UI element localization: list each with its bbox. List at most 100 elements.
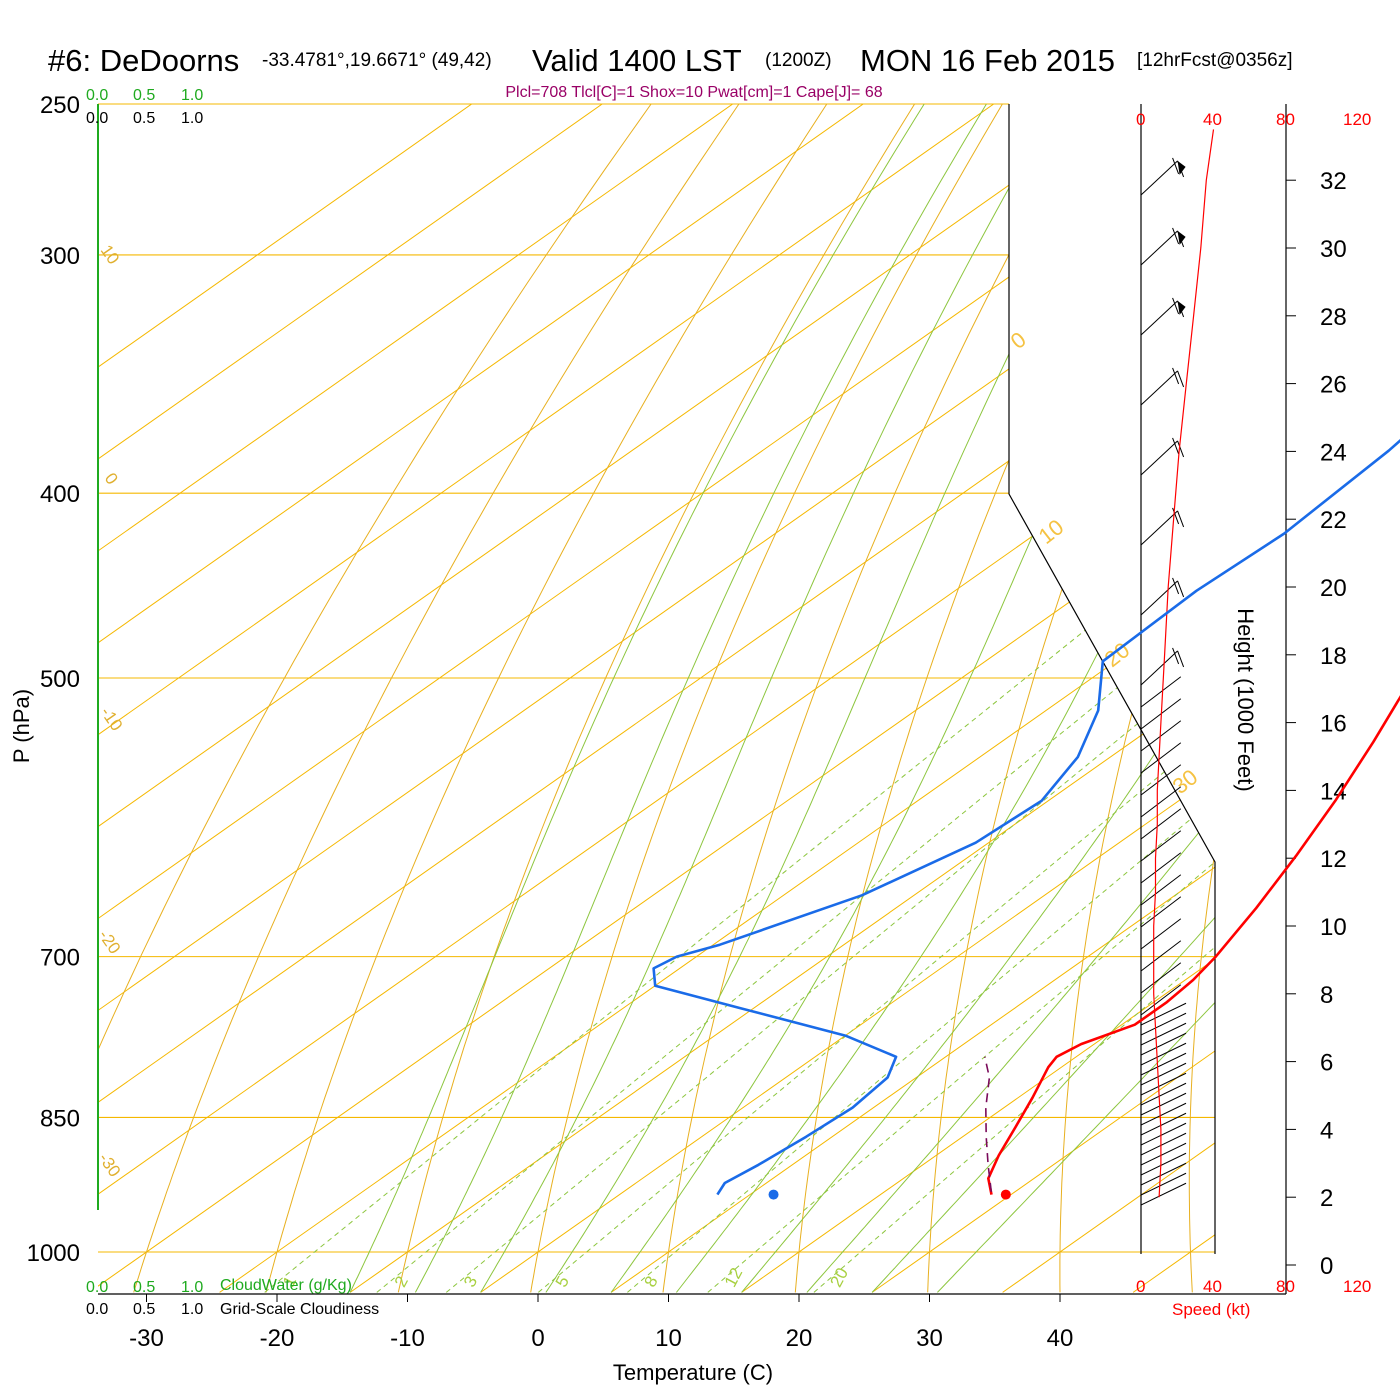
x-axis-label: Temperature (C) (613, 1360, 773, 1385)
station-title: #6: DeDoorns (48, 43, 239, 78)
isotherm--40 (98, 104, 1215, 1293)
wind-barb-pennant (1177, 230, 1186, 245)
mixing-ratio-12 (707, 492, 1215, 1293)
mixing-ratio-8 (627, 492, 1215, 1293)
height-tick-12: 12 (1320, 846, 1347, 873)
wind-barb (1140, 510, 1178, 546)
isotherm-label-right: 10 (1034, 514, 1069, 549)
height-tick-28: 28 (1320, 304, 1347, 331)
dry-adiabat (133, 104, 788, 1293)
wind-barb-feather (1172, 437, 1180, 455)
isotherm-50 (1132, 104, 1215, 1293)
isotherm-label-left: -30 (95, 1149, 125, 1180)
cloud-top-green-1: 0.5 (133, 87, 155, 104)
height-tick-4: 4 (1320, 1117, 1333, 1144)
wind-barb-feather (1177, 580, 1185, 598)
y-axis-label: P (hPa) (9, 689, 34, 763)
height-tick-20: 20 (1320, 575, 1347, 602)
temp-tick--30: -30 (129, 1325, 164, 1352)
isotherm-label-right: 30 (1168, 764, 1203, 799)
wind-barb-feather (1172, 647, 1180, 665)
isotherm-label-left: 0 (101, 469, 122, 488)
height-tick-8: 8 (1320, 982, 1333, 1009)
isotherm-30 (871, 104, 1215, 1293)
height-tick-30: 30 (1320, 236, 1347, 263)
wind-barb (1140, 1022, 1187, 1046)
cloud-bot-black-0: 0.0 (86, 1301, 108, 1318)
speed-axis-label: Speed (kt) (1172, 1300, 1250, 1319)
pressure-tick-labels: 250 300 400 500 700 850 1000 (27, 92, 80, 1267)
temp-tick-0: 0 (531, 1325, 544, 1352)
pressure-tick-400: 400 (40, 481, 80, 508)
wind-barb-feather (1172, 157, 1180, 175)
speed-top-120: 120 (1343, 110, 1371, 129)
wind-barbs (1140, 157, 1187, 1206)
height-tick-22: 22 (1320, 507, 1347, 534)
valid-time: Valid 1400 LST (532, 43, 742, 78)
speed-top-40: 40 (1203, 110, 1222, 129)
temp-tick--20: -20 (260, 1325, 295, 1352)
cloudwater-label: CloudWater (g/Kg) (220, 1277, 352, 1294)
surface-temperature-marker (1000, 1189, 1011, 1200)
wind-barb-feather (1172, 227, 1180, 245)
cloud-top-black-0: 0.0 (86, 110, 108, 127)
wind-barb (1140, 830, 1182, 862)
cloud-bot-green-1: 0.5 (133, 1279, 155, 1296)
wind-barb-feather (1172, 367, 1180, 385)
isotherm--30 (98, 104, 1215, 1293)
height-tick-26: 26 (1320, 372, 1347, 399)
temperature-line (987, 695, 1400, 1195)
plot-frame (97, 104, 1287, 1295)
mixing-ratio-label-2: 2 (391, 1273, 412, 1290)
dry-adiabat (1188, 104, 1215, 1293)
wind-barb-feather (1177, 440, 1185, 458)
mixing-ratio-5 (537, 492, 1215, 1293)
temp-tick-20: 20 (786, 1325, 813, 1352)
wind-barb (1140, 786, 1182, 818)
wind-barb (1140, 1012, 1187, 1036)
dewpoint-line (652, 439, 1400, 1196)
wind-barb (1140, 962, 1182, 994)
dry-adiabat-grid (98, 104, 1215, 1293)
wind-barb (1140, 896, 1182, 928)
cloud-top-black-1: 0.5 (133, 110, 155, 127)
pressure-tick-250: 250 (40, 92, 80, 119)
pressure-tick-1000: 1000 (27, 1240, 80, 1267)
parcel-line (984, 1056, 993, 1192)
pressure-tick-850: 850 (40, 1105, 80, 1132)
mixing-ratio-1 (264, 492, 1215, 1293)
mixing-ratio-label-3: 3 (460, 1273, 481, 1290)
wind-barb (1140, 1142, 1187, 1166)
isobar-grid (98, 103, 1215, 1253)
wind-barb-feather (1172, 577, 1180, 595)
wind-barb (1140, 1062, 1187, 1086)
wind-barb (1140, 764, 1182, 796)
isotherm--110 (98, 104, 831, 1293)
wind-barb (1140, 1112, 1187, 1136)
moist-adiabat (610, 104, 1215, 1293)
sounding-series (652, 439, 1400, 1200)
moist-adiabat (480, 104, 1098, 1293)
wind-speed-line (1153, 129, 1215, 1198)
wind-barb (1140, 720, 1182, 752)
cloud-bot-black-1: 0.5 (133, 1301, 155, 1318)
height-tick-6: 6 (1320, 1050, 1333, 1077)
wind-barb (1140, 1162, 1187, 1186)
isotherm--10 (349, 104, 1215, 1293)
forecast-info: [12hrFcst@0356z] (1137, 50, 1293, 71)
mixing-ratio-20 (813, 492, 1215, 1293)
temperature-tick-labels: -30 -20 -10 0 10 20 30 40 (129, 1294, 1073, 1352)
speed-top-0: 0 (1136, 110, 1145, 129)
wind-barb (1140, 1032, 1187, 1056)
mixing-ratio-labels: 1 2 3 5 8 12 20 (279, 1265, 852, 1291)
isotherm-0 (480, 104, 1215, 1293)
moist-adiabat (871, 104, 1215, 1293)
dry-adiabat (98, 104, 702, 1293)
cloudiness-label: Grid-Scale Cloudiness (220, 1301, 379, 1318)
isotherm-20 (741, 104, 1215, 1293)
wind-barb (1140, 1122, 1187, 1146)
wind-barb (1140, 1082, 1187, 1106)
cloud-top-black-2: 1.0 (181, 110, 203, 127)
wind-barb-feather (1177, 370, 1185, 388)
